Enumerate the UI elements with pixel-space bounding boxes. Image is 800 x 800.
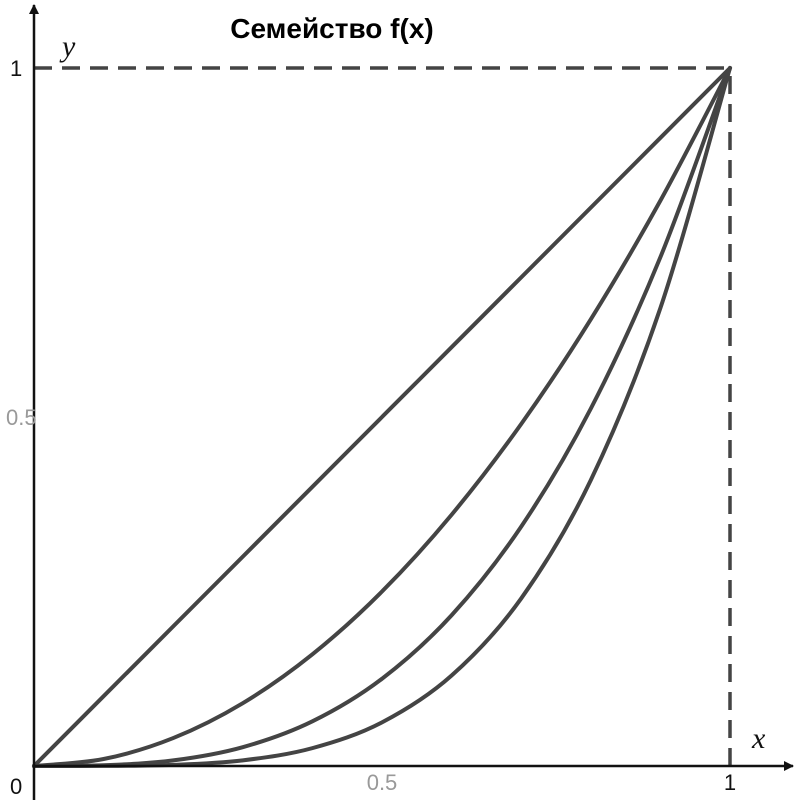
y-tick-labels: 0.51 (6, 56, 37, 430)
y-tick-label: 1 (10, 56, 22, 81)
curve-3 (32, 66, 732, 768)
curve-2 (32, 66, 732, 768)
chart-title: Семейство f(x) (230, 13, 433, 44)
y-tick-label: 0.5 (6, 405, 37, 430)
curve-1 (32, 66, 732, 768)
x-tick-label: 1 (724, 770, 736, 795)
y-axis-label: y (59, 30, 76, 63)
reference-lines (34, 66, 732, 766)
curves (32, 66, 732, 769)
origin-label: 0 (10, 774, 22, 799)
x-tick-label: 0.5 (367, 770, 398, 795)
x-tick-labels: 0.5 1 (367, 770, 736, 795)
x-axis-label: x (751, 722, 766, 755)
